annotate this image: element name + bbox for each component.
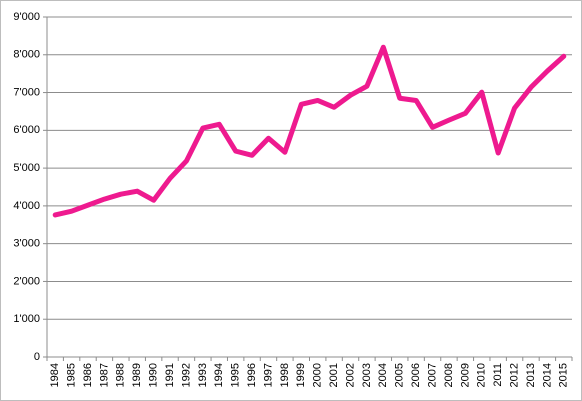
x-tick-label: 2008 — [443, 363, 455, 387]
y-tick-label: 9'000 — [13, 11, 40, 23]
y-tick-label: 4'000 — [13, 200, 40, 212]
y-tick-label: 8'000 — [13, 49, 40, 61]
x-tick-label: 1984 — [49, 363, 61, 387]
x-tick-label: 1991 — [164, 363, 176, 387]
x-tick-label: 2010 — [476, 363, 488, 387]
x-tick-label: 1993 — [197, 363, 209, 387]
x-tick-label: 2006 — [410, 363, 422, 387]
y-tick-label: 6'000 — [13, 124, 40, 136]
x-tick-label: 2007 — [426, 363, 438, 387]
x-tick-label: 2004 — [377, 363, 389, 387]
x-tick-label: 1998 — [279, 363, 291, 387]
y-tick-label: 1'000 — [13, 313, 40, 325]
x-tick-label: 1996 — [246, 363, 258, 387]
x-tick-label: 2011 — [492, 363, 504, 387]
x-tick-label: 2002 — [344, 363, 356, 387]
x-tick-label: 1992 — [180, 363, 192, 387]
x-tick-label: 2014 — [541, 363, 553, 387]
x-tick-label: 1989 — [131, 363, 143, 387]
x-tick-label: 2000 — [312, 363, 324, 387]
x-tick-label: 2015 — [558, 363, 570, 387]
x-tick-label: 1987 — [98, 363, 110, 387]
x-tick-label: 1990 — [148, 363, 160, 387]
y-tick-label: 5'000 — [13, 162, 40, 174]
x-tick-label: 1988 — [115, 363, 127, 387]
y-tick-label: 7'000 — [13, 86, 40, 98]
y-tick-label: 2'000 — [13, 275, 40, 287]
x-tick-label: 2005 — [394, 363, 406, 387]
y-tick-label: 3'000 — [13, 238, 40, 250]
x-tick-label: 2001 — [328, 363, 340, 387]
x-tick-label: 2012 — [508, 363, 520, 387]
x-tick-label: 1997 — [262, 363, 274, 387]
line-series — [52, 44, 567, 218]
x-tick-label: 1994 — [213, 363, 225, 387]
x-tick-label: 1995 — [230, 363, 242, 387]
x-tick-label: 2013 — [525, 363, 537, 387]
y-tick-label: 0 — [34, 351, 40, 363]
x-tick-label: 1986 — [82, 363, 94, 387]
x-tick-label: 1999 — [295, 363, 307, 387]
x-tick-label: 1985 — [66, 363, 78, 387]
x-tick-label: 2009 — [459, 363, 471, 387]
x-tick-label: 2003 — [361, 363, 373, 387]
